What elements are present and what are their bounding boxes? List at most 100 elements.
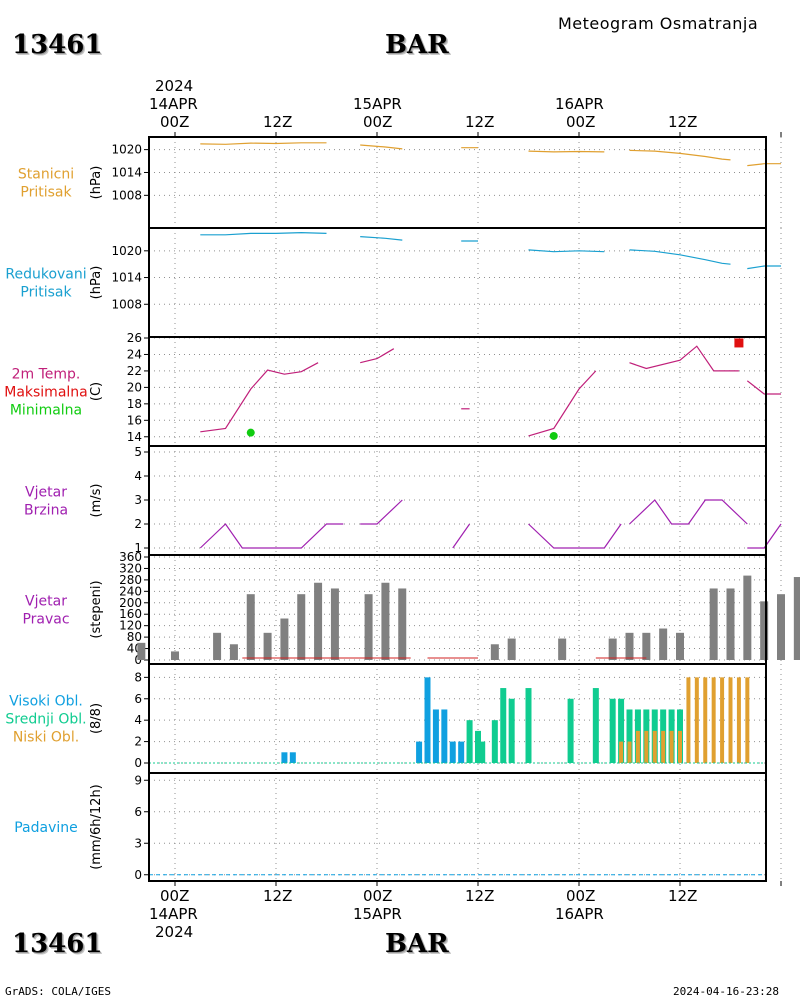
bottom-hour-label: 12Z [668,887,698,905]
y-tick-label: 6 [134,692,142,706]
cloud-bar [703,677,708,763]
y-tick-label: 22 [127,364,142,378]
cloud-bar [736,677,741,763]
series-line [747,163,781,167]
bottom-year-label: 2024 [155,923,194,941]
cloud-bar [508,698,515,763]
top-hour-label: 00Z [363,113,393,131]
y-tick-label: 5 [134,445,142,459]
panel-label: Maksimalna [4,385,88,401]
series-line [452,523,471,549]
y-tick-label: 360 [119,550,142,564]
cloud-bar [500,688,507,763]
top-hour-label: 00Z [160,113,190,131]
y-axis-label: (8/8) [89,703,104,734]
series-line [629,499,748,525]
y-tick-label: 0 [134,868,142,882]
y-tick-label: 3 [134,493,142,507]
wind-direction-bar [280,618,289,660]
panel-frame [148,772,767,882]
station-name-bottom: BAR [385,929,449,959]
wind-direction-bar [608,638,617,660]
panel-label: 2m Temp. [12,367,81,383]
cloud-bar [694,677,699,763]
cloud-bar [619,741,624,763]
wind-direction-bar [507,638,516,660]
y-axis-label: (hPa) [89,266,104,300]
station-id-bottom: 13461 [12,929,103,959]
series-line [200,142,327,145]
series-line [360,499,403,525]
wind-direction-bar [137,642,146,660]
y-tick-label: 1008 [111,297,142,311]
panel-label: Pritisak [20,185,72,201]
station-id-top: 13461 [12,30,103,60]
cloud-bar [669,730,674,763]
top-day-15apr: 15APR [353,95,402,113]
cloud-bar [466,720,473,763]
panel-frame [148,445,767,556]
y-tick-label: 4 [134,469,142,483]
wind-direction-bar [777,594,785,660]
y-tick-label: 14 [127,430,142,444]
wind-direction-bar [726,588,735,660]
series-line [746,380,781,395]
cloud-bar [635,730,640,763]
wind-direction-bar [676,632,684,660]
wind-direction-bar [743,575,752,660]
cloud-bar [609,698,616,763]
bottom-hour-label: 12Z [263,887,293,905]
bottom-day-16apr: 16APR [555,905,604,923]
wind-direction-bar [263,632,272,660]
panel-label: Brzina [24,503,68,519]
wind-direction-bar [213,632,222,660]
wind-direction-bar [642,632,651,660]
footer-timestamp: 2024-04-16-23:28 [673,985,779,998]
cloud-bar [627,741,632,763]
y-axis-label: (stepeni) [89,580,104,638]
y-tick-label: 6 [134,805,142,819]
cloud-bar [281,752,288,763]
cloud-bar [644,730,649,763]
bottom-hour-label: 00Z [160,887,190,905]
y-tick-label: 160 [119,607,142,621]
y-tick-label: 240 [119,584,142,598]
panel-label: Stanicni [18,167,74,183]
bottom-day-14apr: 14APR [149,905,198,923]
cloud-bar [424,677,431,763]
cloud-bar [652,730,657,763]
wind-direction-bar [625,632,634,660]
y-tick-label: 2 [134,517,142,531]
max-temp-marker [734,338,744,348]
wind-direction-bar [490,644,499,660]
panel-label: Visoki Obl. [9,694,83,710]
y-tick-label: 1 [134,541,142,555]
y-axis-label: (C) [89,382,104,401]
series-line [629,345,739,372]
cloud-bar [458,741,465,763]
bottom-day-15apr: 15APR [353,905,402,923]
cloud-bar [678,730,682,763]
panel-label: Srednji Obl. [5,712,86,728]
y-tick-label: 280 [119,573,142,587]
cloud-bar [525,688,532,763]
footer-credit: GrADS: COLA/IGES [5,985,111,998]
panel-frame [148,554,767,665]
wind-direction-bar [659,628,668,660]
series-line [360,348,395,364]
cloud-bar [661,730,666,763]
series-line [360,144,403,150]
y-tick-label: 120 [119,619,142,633]
series-line [360,236,403,241]
panel-label: Pritisak [20,285,72,301]
wind-direction-bar [709,588,718,660]
series-line [528,523,622,549]
top-hour-label: 00Z [566,113,596,131]
y-tick-label: 9 [134,773,142,787]
panel-frame [148,336,767,447]
panel-label: Vjetar [25,594,67,610]
min-temp-marker [246,428,255,437]
top-day-16apr: 16APR [555,95,604,113]
series-line [747,523,782,549]
